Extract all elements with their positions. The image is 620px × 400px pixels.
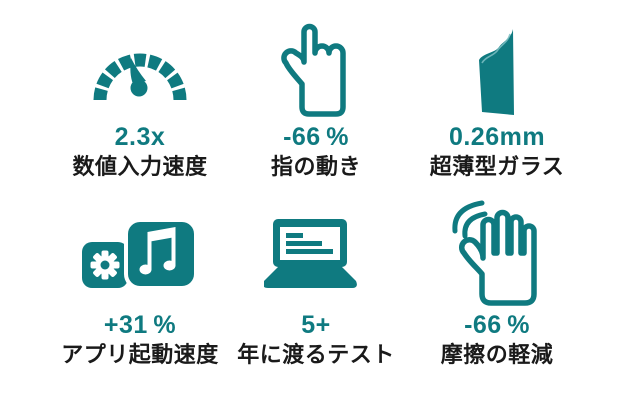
stat-label: アプリ起動速度	[61, 342, 219, 367]
stat-label: 超薄型ガラス	[429, 154, 565, 179]
stat-value: -66 %	[283, 123, 349, 151]
stat-value: 2.3x	[114, 123, 166, 151]
stat-tile-finger-movement: -66 % 指の動き	[221, 20, 411, 182]
music-note-glyph	[139, 227, 176, 275]
stat-label: 数値入力速度	[72, 154, 208, 179]
speedometer-icon	[45, 20, 235, 122]
stat-tile-years-testing: 5+ 年に渡るテスト	[221, 198, 411, 370]
stat-value: 0.26mm	[448, 123, 546, 151]
hand-swipe-icon	[402, 198, 592, 310]
stat-label: 年に渡るテスト	[237, 342, 395, 367]
app-icons-icon	[45, 198, 235, 310]
laptop-test-icon	[221, 198, 411, 310]
stat-tile-input-speed: 2.3x 数値入力速度	[45, 20, 235, 182]
stat-tile-app-launch: +31 % アプリ起動速度	[45, 198, 235, 370]
stat-tile-thin-glass: 0.26mm 超薄型ガラス	[402, 20, 592, 182]
stat-label: 指の動き	[270, 154, 361, 179]
tap-finger-icon	[221, 20, 411, 122]
stat-value: -66 %	[464, 311, 530, 339]
stat-value: +31 %	[103, 311, 177, 339]
thin-glass-icon	[402, 20, 592, 122]
stat-tile-friction: -66 % 摩擦の軽減	[402, 198, 592, 370]
stat-value: 5+	[301, 311, 331, 339]
stat-label: 摩擦の軽減	[440, 342, 554, 367]
